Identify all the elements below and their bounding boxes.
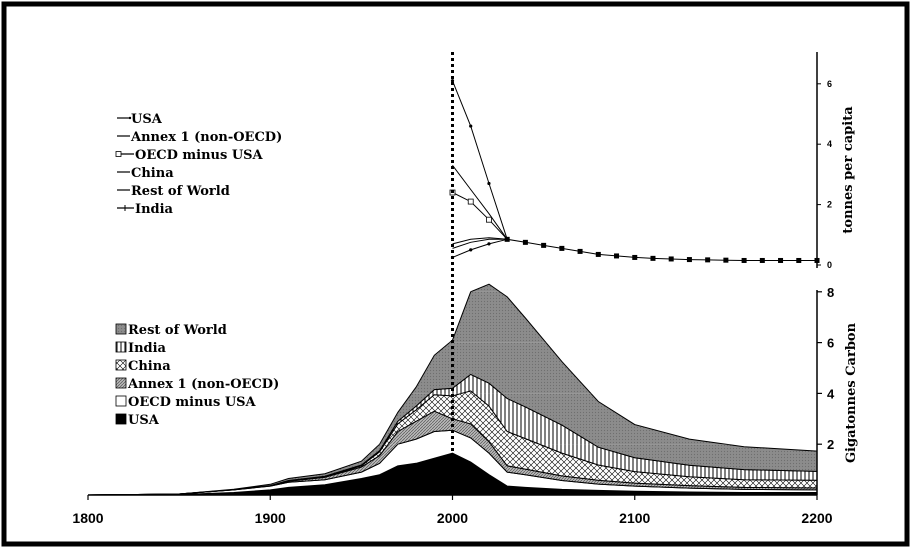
svg-text:USA: USA (131, 112, 163, 127)
lower-y-axis-ticks: 2 4 6 8 (817, 285, 835, 452)
x-tick-label: 1900 (255, 510, 286, 526)
svg-text:China: China (131, 166, 174, 181)
point-usa (487, 181, 491, 186)
point-india (487, 242, 491, 246)
line-converged (507, 238, 817, 261)
svg-text:Annex 1 (non-OECD): Annex 1 (non-OECD) (130, 130, 282, 145)
line-india (452, 238, 508, 258)
x-axis-ticks: 1800 1900 2000 2100 2200 (72, 495, 833, 526)
x-tick-label: 2100 (619, 510, 650, 526)
legend-entry-india: India (117, 202, 174, 217)
legend-entry-annex1: Annex 1 (non-OECD) (117, 130, 282, 145)
upper-y-axis-ticks: 0 2 4 6 (817, 79, 832, 270)
point-converged (541, 242, 547, 248)
legend-entry-annex1-area: Annex 1 (non-OECD) (115, 377, 279, 392)
point-converged (668, 256, 674, 262)
lower-y-tick-label: 2 (827, 437, 834, 452)
svg-text:India: India (135, 202, 174, 217)
lower-y-tick-label: 6 (827, 336, 834, 351)
legend-entry-china-area: China (115, 359, 171, 374)
svg-text:Rest of World: Rest of World (131, 184, 230, 199)
point-converged (686, 257, 692, 263)
point-usa (450, 79, 455, 83)
point-usa (469, 124, 473, 128)
point-converged (577, 248, 583, 254)
upper-y-axis-title: tonnes per capita (841, 106, 856, 234)
point-converged (595, 251, 601, 257)
legend-entry-usa: USA (117, 112, 163, 127)
point-converged (796, 257, 802, 263)
lower-legend: Rest of World India China Annex 1 (non-O… (115, 323, 279, 428)
point-converged (778, 257, 784, 263)
line-rest-of-world (452, 238, 508, 249)
upper-legend: USA Annex 1 (non-OECD) OECD minus USA Ch… (115, 112, 282, 217)
point-converged (614, 253, 620, 259)
point-converged (632, 254, 638, 260)
point-converged (650, 255, 656, 261)
svg-text:Rest of World: Rest of World (128, 323, 227, 338)
x-tick-label: 2200 (801, 510, 832, 526)
legend-entry-oecd-minus-usa-area: OECD minus USA (115, 395, 257, 410)
upper-y-tick-label: 6 (827, 79, 832, 89)
upper-y-tick-label: 4 (827, 139, 832, 149)
svg-text:OECD minus USA: OECD minus USA (135, 148, 264, 163)
point-converged (522, 239, 528, 245)
legend-entry-rest-of-world-area: Rest of World (115, 323, 227, 338)
line-usa (452, 80, 508, 240)
line-china (452, 237, 508, 245)
point-converged (705, 257, 711, 263)
x-tick-label: 2000 (437, 510, 468, 526)
svg-text:USA: USA (128, 413, 160, 428)
point-converged (741, 257, 747, 263)
upper-y-tick-label: 0 (827, 260, 832, 270)
lower-y-tick-label: 8 (827, 285, 834, 300)
svg-text:China: China (128, 359, 171, 374)
point-oecd-minus-usa (486, 216, 492, 223)
svg-text:OECD minus USA: OECD minus USA (128, 395, 257, 410)
svg-text:India: India (128, 341, 167, 356)
legend-entry-usa-area: USA (115, 413, 160, 428)
legend-entry-oecd-minus-usa: OECD minus USA (115, 148, 264, 163)
point-converged (504, 236, 510, 242)
point-converged (723, 257, 729, 263)
lower-y-tick-label: 4 (827, 386, 835, 401)
line-annex1 (452, 164, 508, 240)
upper-y-tick-label: 2 (827, 200, 832, 210)
point-oecd-minus-usa (467, 198, 474, 205)
line-oecd-minus-usa (452, 192, 508, 240)
per-capita-line-plot (449, 79, 820, 263)
point-converged (759, 257, 765, 263)
point-india (469, 248, 473, 252)
legend-entry-china: China (117, 166, 174, 181)
legend-entry-india-area: India (115, 341, 167, 356)
point-converged (559, 245, 565, 251)
lower-y-axis-title: Gigatonnes Carbon (844, 322, 859, 463)
legend-entry-rest-of-world: Rest of World (117, 184, 230, 199)
x-tick-label: 1800 (72, 510, 103, 526)
svg-text:Annex 1 (non-OECD): Annex 1 (non-OECD) (127, 377, 279, 392)
